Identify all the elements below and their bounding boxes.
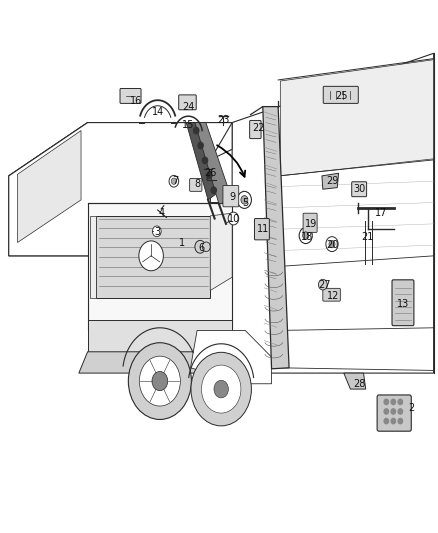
Circle shape [391, 409, 396, 414]
Circle shape [202, 242, 210, 252]
Circle shape [202, 157, 208, 164]
FancyBboxPatch shape [120, 88, 141, 103]
Circle shape [191, 352, 251, 426]
Polygon shape [191, 330, 272, 384]
Text: 26: 26 [204, 168, 216, 178]
FancyBboxPatch shape [303, 213, 317, 232]
FancyBboxPatch shape [223, 185, 239, 207]
Circle shape [384, 418, 389, 424]
Circle shape [152, 372, 168, 391]
Polygon shape [9, 123, 88, 256]
Circle shape [139, 356, 180, 406]
FancyBboxPatch shape [323, 288, 340, 301]
Text: 16: 16 [130, 96, 142, 106]
Text: 27: 27 [318, 280, 330, 290]
Polygon shape [280, 60, 434, 176]
Text: 9: 9 [229, 192, 235, 202]
Polygon shape [195, 123, 232, 204]
Text: 25: 25 [336, 91, 348, 101]
Circle shape [195, 240, 205, 253]
Circle shape [318, 279, 327, 290]
Circle shape [169, 175, 179, 187]
Text: 19: 19 [305, 219, 317, 229]
Circle shape [171, 178, 177, 184]
Text: 21: 21 [362, 232, 374, 242]
Circle shape [398, 399, 403, 405]
Text: 7: 7 [172, 176, 178, 186]
FancyBboxPatch shape [179, 95, 196, 110]
Text: 30: 30 [353, 184, 365, 194]
Circle shape [201, 365, 241, 413]
Polygon shape [9, 203, 232, 256]
Polygon shape [9, 123, 232, 240]
Text: 2: 2 [409, 403, 415, 413]
Circle shape [211, 187, 216, 193]
Circle shape [329, 240, 335, 248]
Circle shape [326, 237, 338, 252]
Text: 24: 24 [182, 102, 194, 111]
FancyBboxPatch shape [250, 120, 261, 139]
Circle shape [299, 228, 312, 244]
Polygon shape [210, 213, 232, 290]
Text: 13: 13 [397, 299, 409, 309]
Text: 5: 5 [242, 198, 248, 207]
Circle shape [228, 212, 239, 225]
Circle shape [128, 343, 191, 419]
Circle shape [398, 418, 403, 424]
Circle shape [198, 142, 203, 149]
Polygon shape [344, 373, 366, 389]
Polygon shape [96, 216, 210, 298]
Text: 1: 1 [179, 238, 185, 247]
Circle shape [303, 232, 309, 239]
Polygon shape [232, 53, 434, 373]
Text: 23: 23 [217, 115, 230, 125]
Circle shape [391, 399, 396, 405]
Circle shape [237, 191, 251, 208]
FancyBboxPatch shape [323, 86, 358, 103]
Text: 22: 22 [252, 123, 265, 133]
Circle shape [194, 127, 199, 134]
Circle shape [207, 172, 212, 179]
Polygon shape [88, 203, 232, 330]
FancyBboxPatch shape [377, 395, 411, 431]
Text: 20: 20 [327, 240, 339, 250]
Polygon shape [79, 352, 241, 373]
Text: 17: 17 [375, 208, 387, 218]
Circle shape [152, 226, 161, 237]
Polygon shape [263, 107, 289, 369]
Circle shape [214, 381, 229, 398]
Text: 18: 18 [300, 232, 313, 242]
Circle shape [384, 409, 389, 414]
Circle shape [391, 418, 396, 424]
FancyBboxPatch shape [190, 179, 202, 191]
Polygon shape [186, 123, 219, 200]
Text: 14: 14 [152, 107, 164, 117]
Polygon shape [18, 131, 81, 243]
Text: 3: 3 [155, 227, 161, 237]
FancyBboxPatch shape [352, 182, 367, 197]
Text: 10: 10 [228, 214, 240, 223]
Polygon shape [88, 320, 232, 352]
Text: 28: 28 [353, 379, 365, 389]
Text: 8: 8 [194, 179, 200, 189]
Circle shape [139, 241, 163, 271]
Circle shape [384, 399, 389, 405]
Text: 29: 29 [327, 176, 339, 186]
FancyBboxPatch shape [392, 280, 414, 326]
Polygon shape [90, 216, 96, 298]
Circle shape [241, 196, 248, 204]
FancyBboxPatch shape [254, 219, 269, 240]
Text: 6: 6 [198, 243, 205, 253]
Text: 4: 4 [159, 208, 165, 218]
Text: 11: 11 [257, 224, 269, 234]
Text: 15: 15 [182, 120, 194, 130]
Polygon shape [9, 123, 232, 256]
Text: 12: 12 [327, 291, 339, 301]
Polygon shape [322, 173, 339, 189]
Circle shape [398, 409, 403, 414]
